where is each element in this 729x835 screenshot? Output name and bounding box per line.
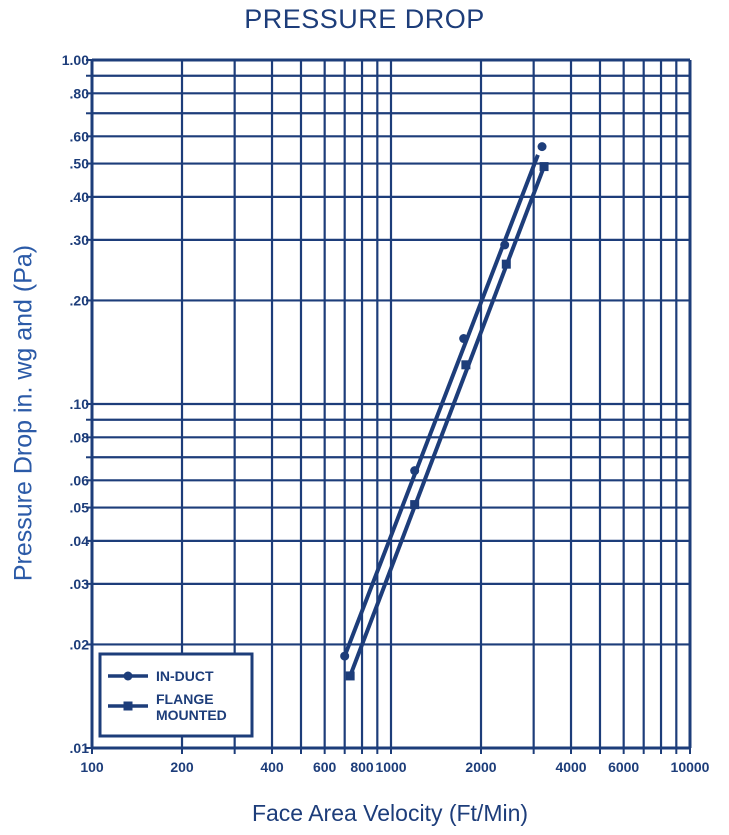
series-line [348, 165, 546, 677]
y-tick-label: .10 [70, 396, 90, 412]
legend-label-line: FLANGE [156, 691, 214, 707]
series-in-duct [340, 142, 547, 661]
data-point [537, 142, 547, 152]
y-tick-label: .02 [70, 636, 90, 652]
y-tick-label: .06 [70, 472, 90, 488]
x-tick-label: 1000 [375, 759, 406, 775]
y-tick-label: .20 [70, 292, 90, 308]
grid [86, 58, 692, 754]
y-tick-label: .04 [70, 533, 90, 549]
x-tick-label: 6000 [608, 759, 639, 775]
y-tick-label: .05 [70, 500, 90, 516]
legend-label-line: MOUNTED [156, 707, 227, 723]
legend-box [98, 652, 254, 738]
x-axis-label: Face Area Velocity (Ft/Min) [251, 800, 529, 826]
y-tick-label: .50 [70, 156, 90, 172]
data-point [410, 466, 420, 476]
data-point [410, 500, 420, 510]
data-point [345, 671, 355, 681]
x-tick-label: 800 [350, 759, 374, 775]
x-tick-label: 200 [170, 759, 194, 775]
x-tick-label: 400 [260, 759, 284, 775]
legend: IN-DUCT FLANGE MOUNTED [98, 652, 254, 738]
y-tick-label: .80 [70, 85, 90, 101]
data-point [340, 651, 350, 661]
y-tick-label: .01 [70, 740, 90, 756]
data-point [459, 334, 469, 344]
data-point [500, 240, 510, 250]
x-tick-label: 100 [80, 759, 104, 775]
legend-label-in-duct: IN-DUCT [156, 668, 214, 684]
y-tick-label: 1.00 [62, 52, 89, 68]
legend-label-flange-mounted: FLANGE MOUNTED [156, 691, 227, 723]
series-flange-mounted [345, 162, 549, 681]
y-tick-label: .03 [70, 576, 90, 592]
legend-marker-circle [123, 671, 133, 681]
series-layer [340, 142, 549, 681]
y-tick-label: .30 [70, 232, 90, 248]
y-tick-label: .40 [70, 189, 90, 205]
series-line [342, 154, 540, 657]
legend-marker-square [123, 701, 133, 711]
y-tick-labels: 1.00 .80 .60 .50 .40 .30 .20 .10 .08 .06 .05 .04 .03… [62, 52, 89, 756]
x-tick-label: 600 [313, 759, 337, 775]
x-tick-label: 2000 [465, 759, 496, 775]
data-point [539, 162, 549, 172]
chart-title: PRESSURE DROP [244, 4, 485, 34]
x-tick-labels: 100 200 400 600 800 1000 2000 4000 6000 10000 [80, 759, 709, 775]
chart-plot: 100 200 400 600 800 1000 2000 4000 6000 10000 1.0… [62, 52, 710, 775]
x-tick-label: 4000 [555, 759, 586, 775]
y-tick-label: .08 [70, 429, 90, 445]
data-point [501, 259, 511, 269]
data-point [461, 360, 471, 370]
x-tick-label: 10000 [671, 759, 710, 775]
y-tick-label: .60 [70, 128, 90, 144]
